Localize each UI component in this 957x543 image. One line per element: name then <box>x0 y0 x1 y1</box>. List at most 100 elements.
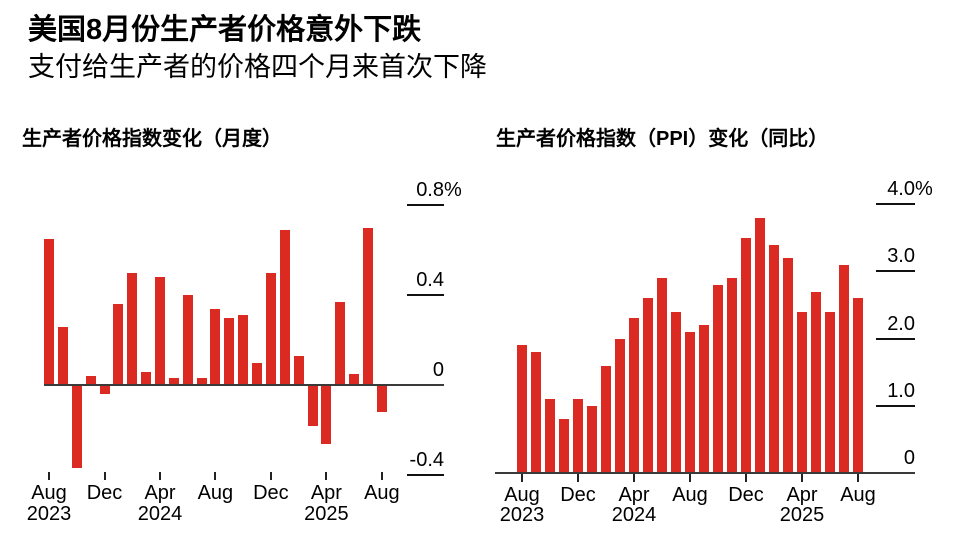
y-axis-unit-suffix: % <box>444 179 462 201</box>
x-axis-tick-mark <box>577 474 579 482</box>
chart-title-yoy: 生产者价格指数（PPI）变化（同比） <box>496 128 829 150</box>
y-axis-label: 0 <box>825 446 915 470</box>
page-title: 美国8月份生产者价格意外下跌 <box>28 14 422 46</box>
bar-jul-2024 <box>671 311 681 473</box>
bar-nov-2024 <box>727 278 737 473</box>
bar-feb-2025 <box>293 355 304 386</box>
x-axis-month-label: Aug <box>840 484 876 506</box>
y-axis-label: 0.8% <box>354 178 462 202</box>
y-axis-label: 0.4 <box>354 268 444 292</box>
bar-apr-2024 <box>629 318 639 473</box>
bar-sep-2023 <box>531 352 541 473</box>
x-axis-tick-mark <box>689 474 691 482</box>
bar-sep-2024 <box>699 325 709 473</box>
y-axis-label: -0.4 <box>354 448 444 472</box>
bar-feb-2024 <box>601 365 611 473</box>
bar-apr-2025 <box>797 311 807 473</box>
x-axis-month-label: Dec <box>86 482 123 504</box>
x-axis-year-label: 2024 <box>611 504 657 526</box>
y-axis-tick-line <box>876 338 915 340</box>
x-axis-tick-mark <box>159 472 161 480</box>
bar-dec-2023 <box>573 399 583 473</box>
y-axis-label-value: 3.0 <box>887 245 915 267</box>
x-axis-month-label: Dec <box>560 484 596 506</box>
x-axis-month-label: Aug <box>672 484 708 506</box>
y-axis-label: 1.0 <box>825 379 915 403</box>
x-axis-year-label: 2025 <box>304 503 349 525</box>
bar-jun-2025 <box>349 373 360 386</box>
x-axis-year-label: 2024 <box>137 503 183 525</box>
bar-aug-2024 <box>210 308 221 385</box>
x-axis-month-label: Aug <box>197 482 234 504</box>
x-axis-month-label: Aug <box>504 484 540 506</box>
y-axis-unit-suffix: % <box>915 178 933 200</box>
page-subtitle: 支付给生产者的价格四个月来首次下降 <box>28 52 487 82</box>
y-axis-label: 3.0 <box>825 244 915 268</box>
bar-oct-2023 <box>545 399 555 473</box>
x-axis-tick-mark <box>103 472 106 480</box>
x-axis-month-label: Apr <box>786 484 818 506</box>
y-axis-tick-line <box>407 294 444 296</box>
y-axis-tick-line <box>407 474 444 476</box>
bar-mar-2024 <box>615 338 625 473</box>
x-axis-month-label: Apr <box>618 484 650 506</box>
bar-aug-2024 <box>685 331 695 473</box>
x-axis-tick-mark <box>521 474 523 482</box>
y-axis-tick-line <box>407 204 444 206</box>
bar-sep-2024 <box>224 317 235 385</box>
x-axis-year-label: 2023 <box>26 503 72 525</box>
bar-jun-2024 <box>182 295 193 385</box>
bar-jun-2024 <box>657 278 667 473</box>
y-axis-label-value: 0 <box>903 447 915 469</box>
bar-jul-2024 <box>196 378 207 386</box>
bar-aug-2025 <box>376 385 387 412</box>
y-axis-label-value: 2.0 <box>887 313 915 335</box>
x-axis-month-label: Dec <box>728 484 764 506</box>
x-axis-month-label: Apr <box>144 482 176 504</box>
bar-oct-2023 <box>71 385 82 469</box>
x-axis-month-label: Aug <box>364 482 400 504</box>
y-axis-label-value: 4.0 <box>887 178 915 200</box>
y-axis-label-value: 0.8 <box>416 179 444 201</box>
y-axis-label-value: 0.4 <box>416 269 444 291</box>
y-axis-label: 4.0% <box>825 177 933 201</box>
baseline-axis <box>495 472 915 474</box>
bar-aug-2023 <box>517 345 527 473</box>
bar-oct-2024 <box>238 315 249 386</box>
x-axis-month-label: Apr <box>310 482 342 504</box>
bar-may-2025 <box>811 291 821 473</box>
y-axis-tick-line <box>876 203 915 205</box>
x-axis-month-label: Dec <box>253 482 289 504</box>
x-axis-tick-mark <box>857 474 859 482</box>
bar-mar-2024 <box>141 371 152 385</box>
bar-apr-2024 <box>155 277 165 385</box>
x-axis-year-label: 2025 <box>779 504 825 526</box>
y-axis-label-value: 1.0 <box>887 380 915 402</box>
bar-jul-2025 <box>363 227 373 385</box>
bar-sep-2023 <box>57 326 68 385</box>
bar-aug-2025 <box>853 298 863 473</box>
x-axis-year-label: 2023 <box>499 504 545 526</box>
bar-nov-2024 <box>252 362 262 385</box>
y-axis-label-value: 0 <box>432 359 444 381</box>
x-axis-month-label: Aug <box>31 482 67 504</box>
y-axis-tick-line <box>876 270 915 272</box>
y-axis-tick-line <box>876 405 915 407</box>
bar-mar-2025 <box>783 258 793 473</box>
bar-may-2024 <box>643 298 653 473</box>
y-axis-label: 2.0 <box>825 312 915 336</box>
x-axis-tick-mark <box>214 472 217 480</box>
bar-may-2024 <box>168 378 179 386</box>
x-axis-tick-mark <box>380 472 383 480</box>
bar-oct-2024 <box>713 284 723 473</box>
bar-nov-2023 <box>559 419 569 473</box>
x-axis-tick-mark <box>325 472 328 480</box>
baseline-axis <box>44 384 444 386</box>
bar-feb-2024 <box>127 272 138 385</box>
bar-dec-2024 <box>741 237 751 473</box>
bar-jun-2025 <box>825 311 835 473</box>
bar-jan-2025 <box>279 229 290 386</box>
